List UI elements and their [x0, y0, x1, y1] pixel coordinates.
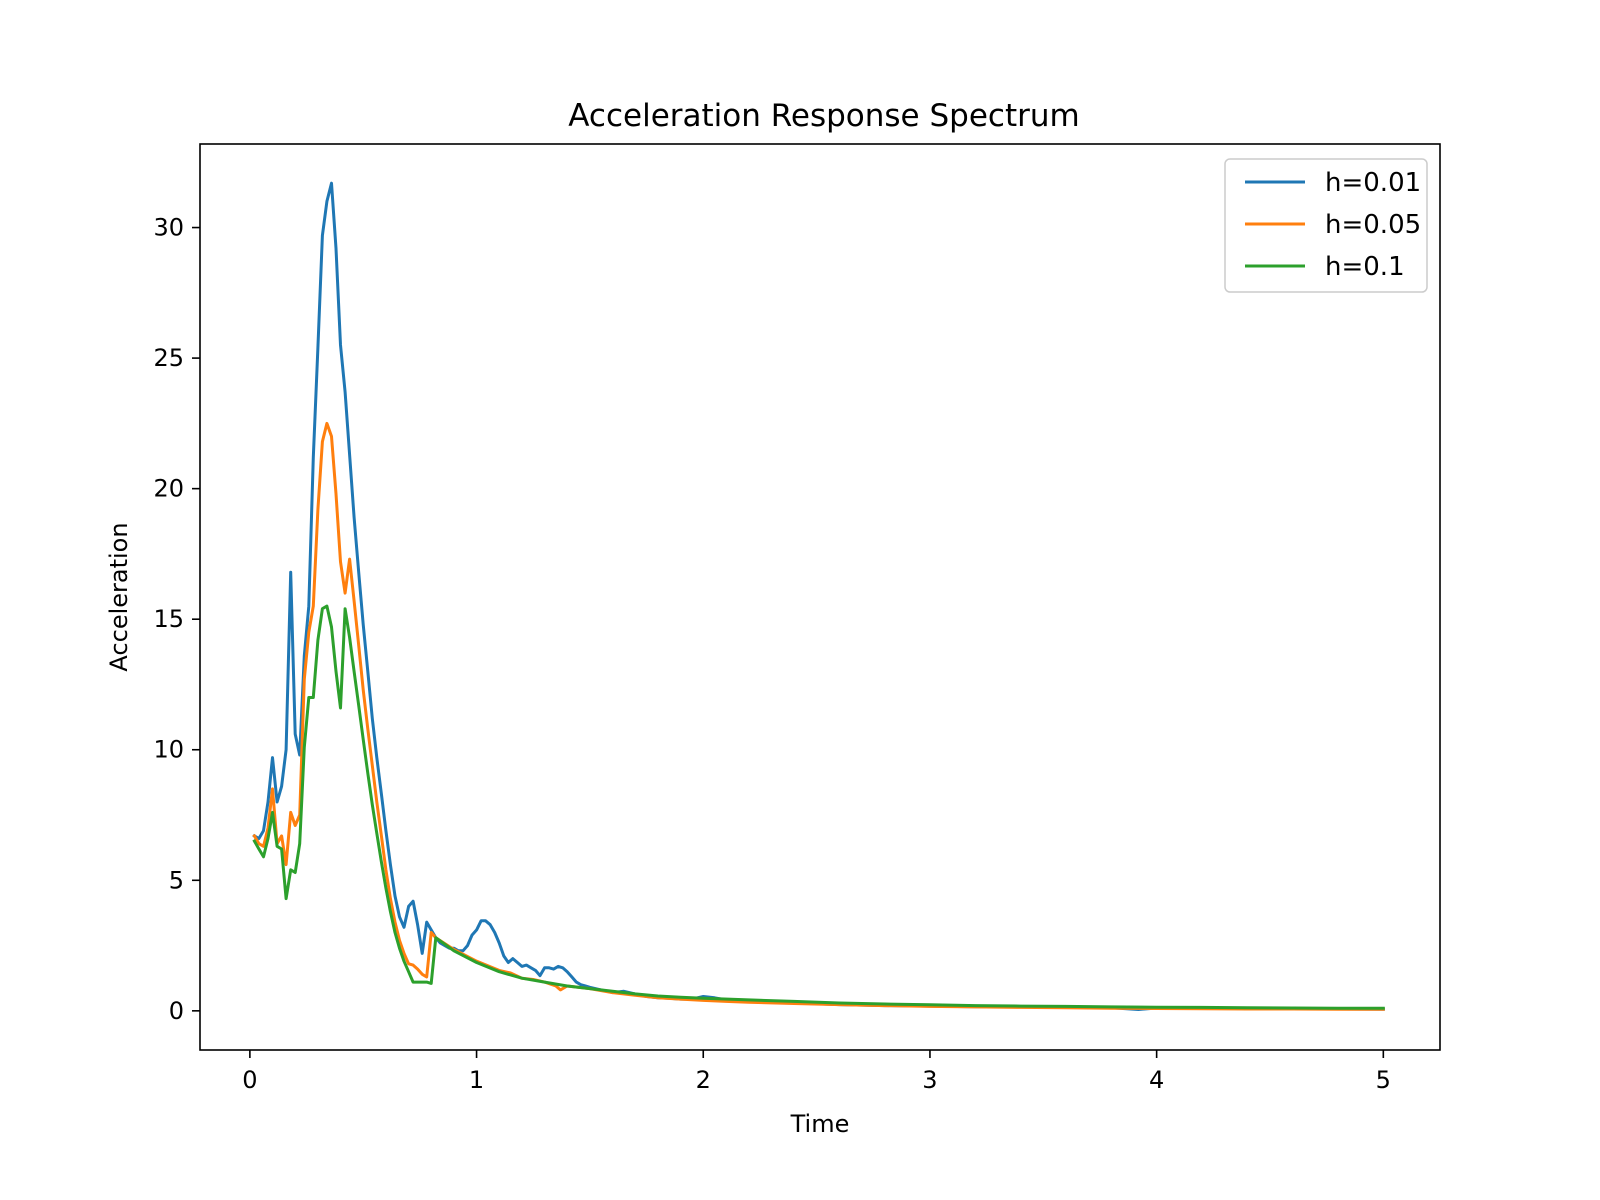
- series-line-1: [252, 421, 1385, 1011]
- y-axis-label: Acceleration: [105, 522, 133, 671]
- chart-title: Acceleration Response Spectrum: [568, 98, 1079, 134]
- y-tick-label-0: 0: [169, 997, 184, 1025]
- x-tick-label-0: 0: [242, 1066, 257, 1094]
- x-axis-ticks: 0 1 2 3 4 5: [242, 1050, 1391, 1094]
- plot-lines: [252, 181, 1385, 1011]
- x-tick-label-5: 5: [1376, 1066, 1391, 1094]
- y-tick-label-5: 25: [153, 344, 184, 372]
- y-axis-ticks: 0 5 10 15 20 25 30: [153, 214, 200, 1025]
- y-tick-label-3: 15: [153, 605, 184, 633]
- x-axis-label: Time: [790, 1110, 850, 1138]
- legend-box: [1224, 158, 1428, 293]
- y-tick-label-6: 30: [153, 214, 184, 242]
- legend-label-0: h=0.01: [1325, 168, 1421, 198]
- series-line-2: [252, 604, 1385, 1010]
- plot-frame: [199, 143, 1441, 1051]
- legend: h=0.01 h=0.05 h=0.1: [1224, 158, 1428, 293]
- x-tick-label-4: 4: [1149, 1066, 1164, 1094]
- x-tick-label-3: 3: [922, 1066, 937, 1094]
- y-tick-label-1: 5: [169, 866, 184, 894]
- legend-label-2: h=0.1: [1325, 252, 1405, 282]
- y-tick-label-4: 20: [153, 475, 184, 503]
- x-tick-label-1: 1: [469, 1066, 484, 1094]
- legend-label-1: h=0.05: [1325, 210, 1421, 240]
- x-tick-label-2: 2: [696, 1066, 711, 1094]
- y-tick-label-2: 10: [153, 736, 184, 764]
